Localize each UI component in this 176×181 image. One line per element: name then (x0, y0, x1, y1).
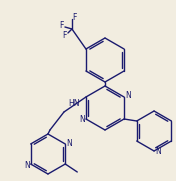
Text: N: N (24, 161, 30, 169)
Text: N: N (66, 138, 72, 148)
Text: N: N (155, 146, 161, 155)
Text: N: N (125, 92, 131, 100)
Text: F: F (62, 31, 66, 39)
Text: N: N (79, 115, 85, 125)
Text: F: F (59, 20, 63, 30)
Text: HN: HN (68, 100, 80, 108)
Text: F: F (72, 12, 76, 22)
